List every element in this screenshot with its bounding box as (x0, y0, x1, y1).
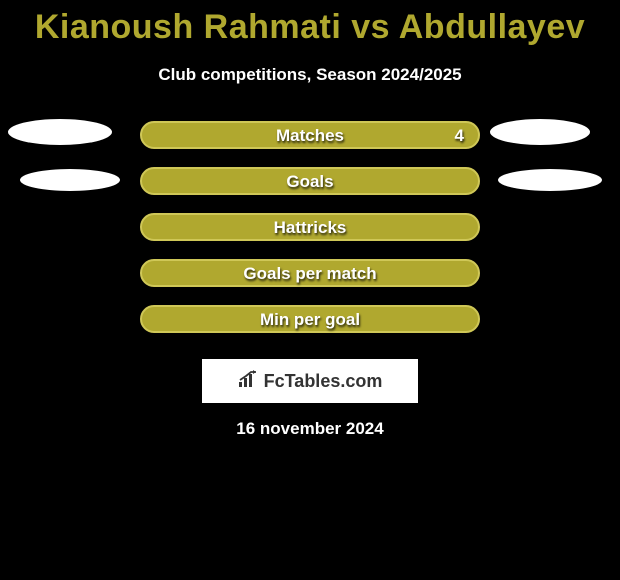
stat-row: Goals per match (0, 259, 620, 305)
stat-row: Min per goal (0, 305, 620, 351)
stat-label: Hattricks (142, 218, 478, 238)
stat-label: Matches (142, 126, 478, 146)
stat-bar: Goals per match (140, 259, 480, 287)
stat-value: 4 (455, 126, 464, 146)
stats-rows: Matches4 Goals Hattricks Goals per match Min… (0, 121, 620, 351)
stat-row: Hattricks (0, 213, 620, 259)
stat-row: Matches4 (0, 121, 620, 167)
chart-icon (238, 370, 260, 393)
stat-bar: Matches4 (140, 121, 480, 149)
stat-row: Goals (0, 167, 620, 213)
stat-bar: Goals (140, 167, 480, 195)
side-ellipse (498, 169, 602, 191)
stat-bar: Min per goal (140, 305, 480, 333)
side-ellipse (490, 119, 590, 145)
logo-box: FcTables.com (202, 359, 418, 403)
side-ellipse (8, 119, 112, 145)
side-ellipse (20, 169, 120, 191)
page-title: Kianoush Rahmati vs Abdullayev (0, 0, 620, 47)
logo-text: FcTables.com (238, 370, 383, 393)
logo-label: FcTables.com (264, 371, 383, 392)
date-label: 16 november 2024 (0, 419, 620, 439)
stat-label: Goals (142, 172, 478, 192)
stat-label: Goals per match (142, 264, 478, 284)
stat-label: Min per goal (142, 310, 478, 330)
stat-bar: Hattricks (140, 213, 480, 241)
page-subtitle: Club competitions, Season 2024/2025 (0, 65, 620, 85)
